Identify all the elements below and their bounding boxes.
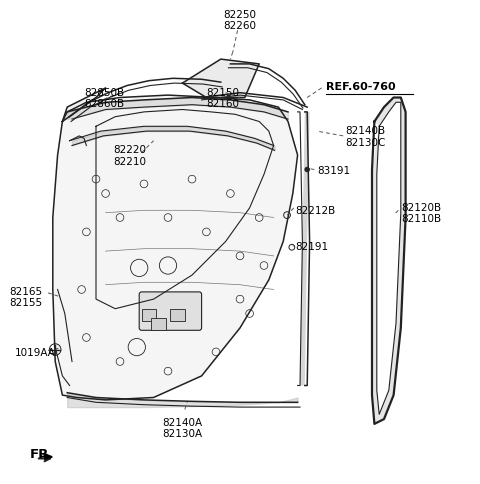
Bar (170, 309, 185, 321)
Text: 82212B: 82212B (295, 206, 336, 216)
Text: 82150
82160: 82150 82160 (206, 88, 240, 109)
Text: 82250
82260: 82250 82260 (224, 10, 256, 31)
Circle shape (305, 168, 310, 172)
FancyBboxPatch shape (139, 292, 202, 331)
Bar (142, 309, 156, 321)
Text: 82191: 82191 (295, 242, 328, 252)
Text: FR.: FR. (30, 447, 55, 460)
Polygon shape (372, 98, 406, 424)
Polygon shape (298, 113, 310, 386)
Text: 82850B
82860B: 82850B 82860B (84, 88, 124, 109)
Text: REF.60-760: REF.60-760 (326, 81, 396, 91)
Text: 82220
82210: 82220 82210 (113, 145, 146, 166)
Polygon shape (62, 89, 106, 122)
Polygon shape (53, 96, 298, 400)
Polygon shape (182, 60, 259, 98)
Text: 83191: 83191 (317, 165, 350, 175)
Text: 82165
82155: 82165 82155 (10, 287, 43, 308)
Text: 82120B
82110B: 82120B 82110B (401, 202, 441, 224)
Text: 1019AA: 1019AA (14, 347, 55, 357)
Bar (151, 318, 166, 331)
Text: 82140A
82130A: 82140A 82130A (162, 417, 203, 439)
Text: 82140B
82130C: 82140B 82130C (346, 126, 386, 148)
